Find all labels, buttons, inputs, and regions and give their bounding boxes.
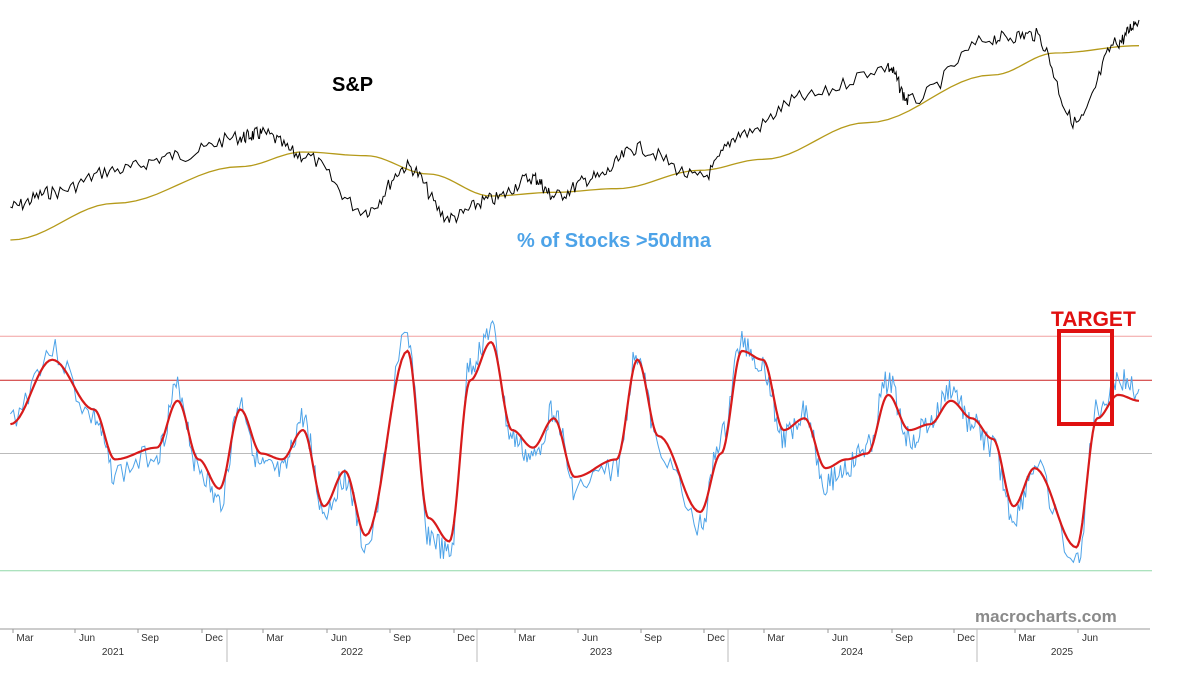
breadth-smoothed-line <box>10 340 1140 549</box>
breadth-label: % of Stocks >50dma <box>517 230 712 252</box>
x-tick-label: Mar <box>1018 633 1036 644</box>
x-tick-label: Sep <box>895 633 913 644</box>
year-label: 2023 <box>590 647 613 658</box>
breadth-raw-line <box>10 320 1140 564</box>
target-box <box>1057 329 1114 426</box>
breadth-panel <box>10 320 1140 564</box>
x-tick-label: Mar <box>518 633 536 644</box>
x-tick-label: Mar <box>16 633 34 644</box>
x-tick-label: Mar <box>266 633 284 644</box>
x-tick-label: Sep <box>393 633 411 644</box>
breadth-reference-lines <box>0 335 1152 572</box>
year-label: 2022 <box>341 647 364 658</box>
x-tick-label: Dec <box>957 633 975 644</box>
x-axis: Mar Jun Sep Dec Mar Jun Sep Dec Mar Jun Sep Dec Mar J… <box>0 628 1150 662</box>
x-tick-label: Dec <box>457 633 475 644</box>
x-tick-label: Jun <box>79 633 95 644</box>
x-tick-label: Sep <box>141 633 159 644</box>
x-tick-label: Jun <box>582 633 598 644</box>
x-tick-label: Dec <box>205 633 223 644</box>
sp-label: S&P <box>332 74 373 96</box>
year-label: 2021 <box>102 647 125 658</box>
year-label: 2024 <box>841 647 864 658</box>
watermark: macrocharts.com <box>975 607 1117 626</box>
target-label: TARGET <box>1051 308 1136 331</box>
sp-200dma-line <box>10 45 1140 241</box>
x-tick-label: Dec <box>707 633 725 644</box>
x-tick-label: Jun <box>1082 633 1098 644</box>
x-tick-label: Jun <box>331 633 347 644</box>
sp-price-panel <box>10 19 1140 241</box>
x-tick-label: Jun <box>832 633 848 644</box>
x-tick-label: Sep <box>644 633 662 644</box>
x-tick-label: Mar <box>767 633 785 644</box>
sp-price-line <box>10 19 1140 224</box>
year-label: 2025 <box>1051 647 1074 658</box>
